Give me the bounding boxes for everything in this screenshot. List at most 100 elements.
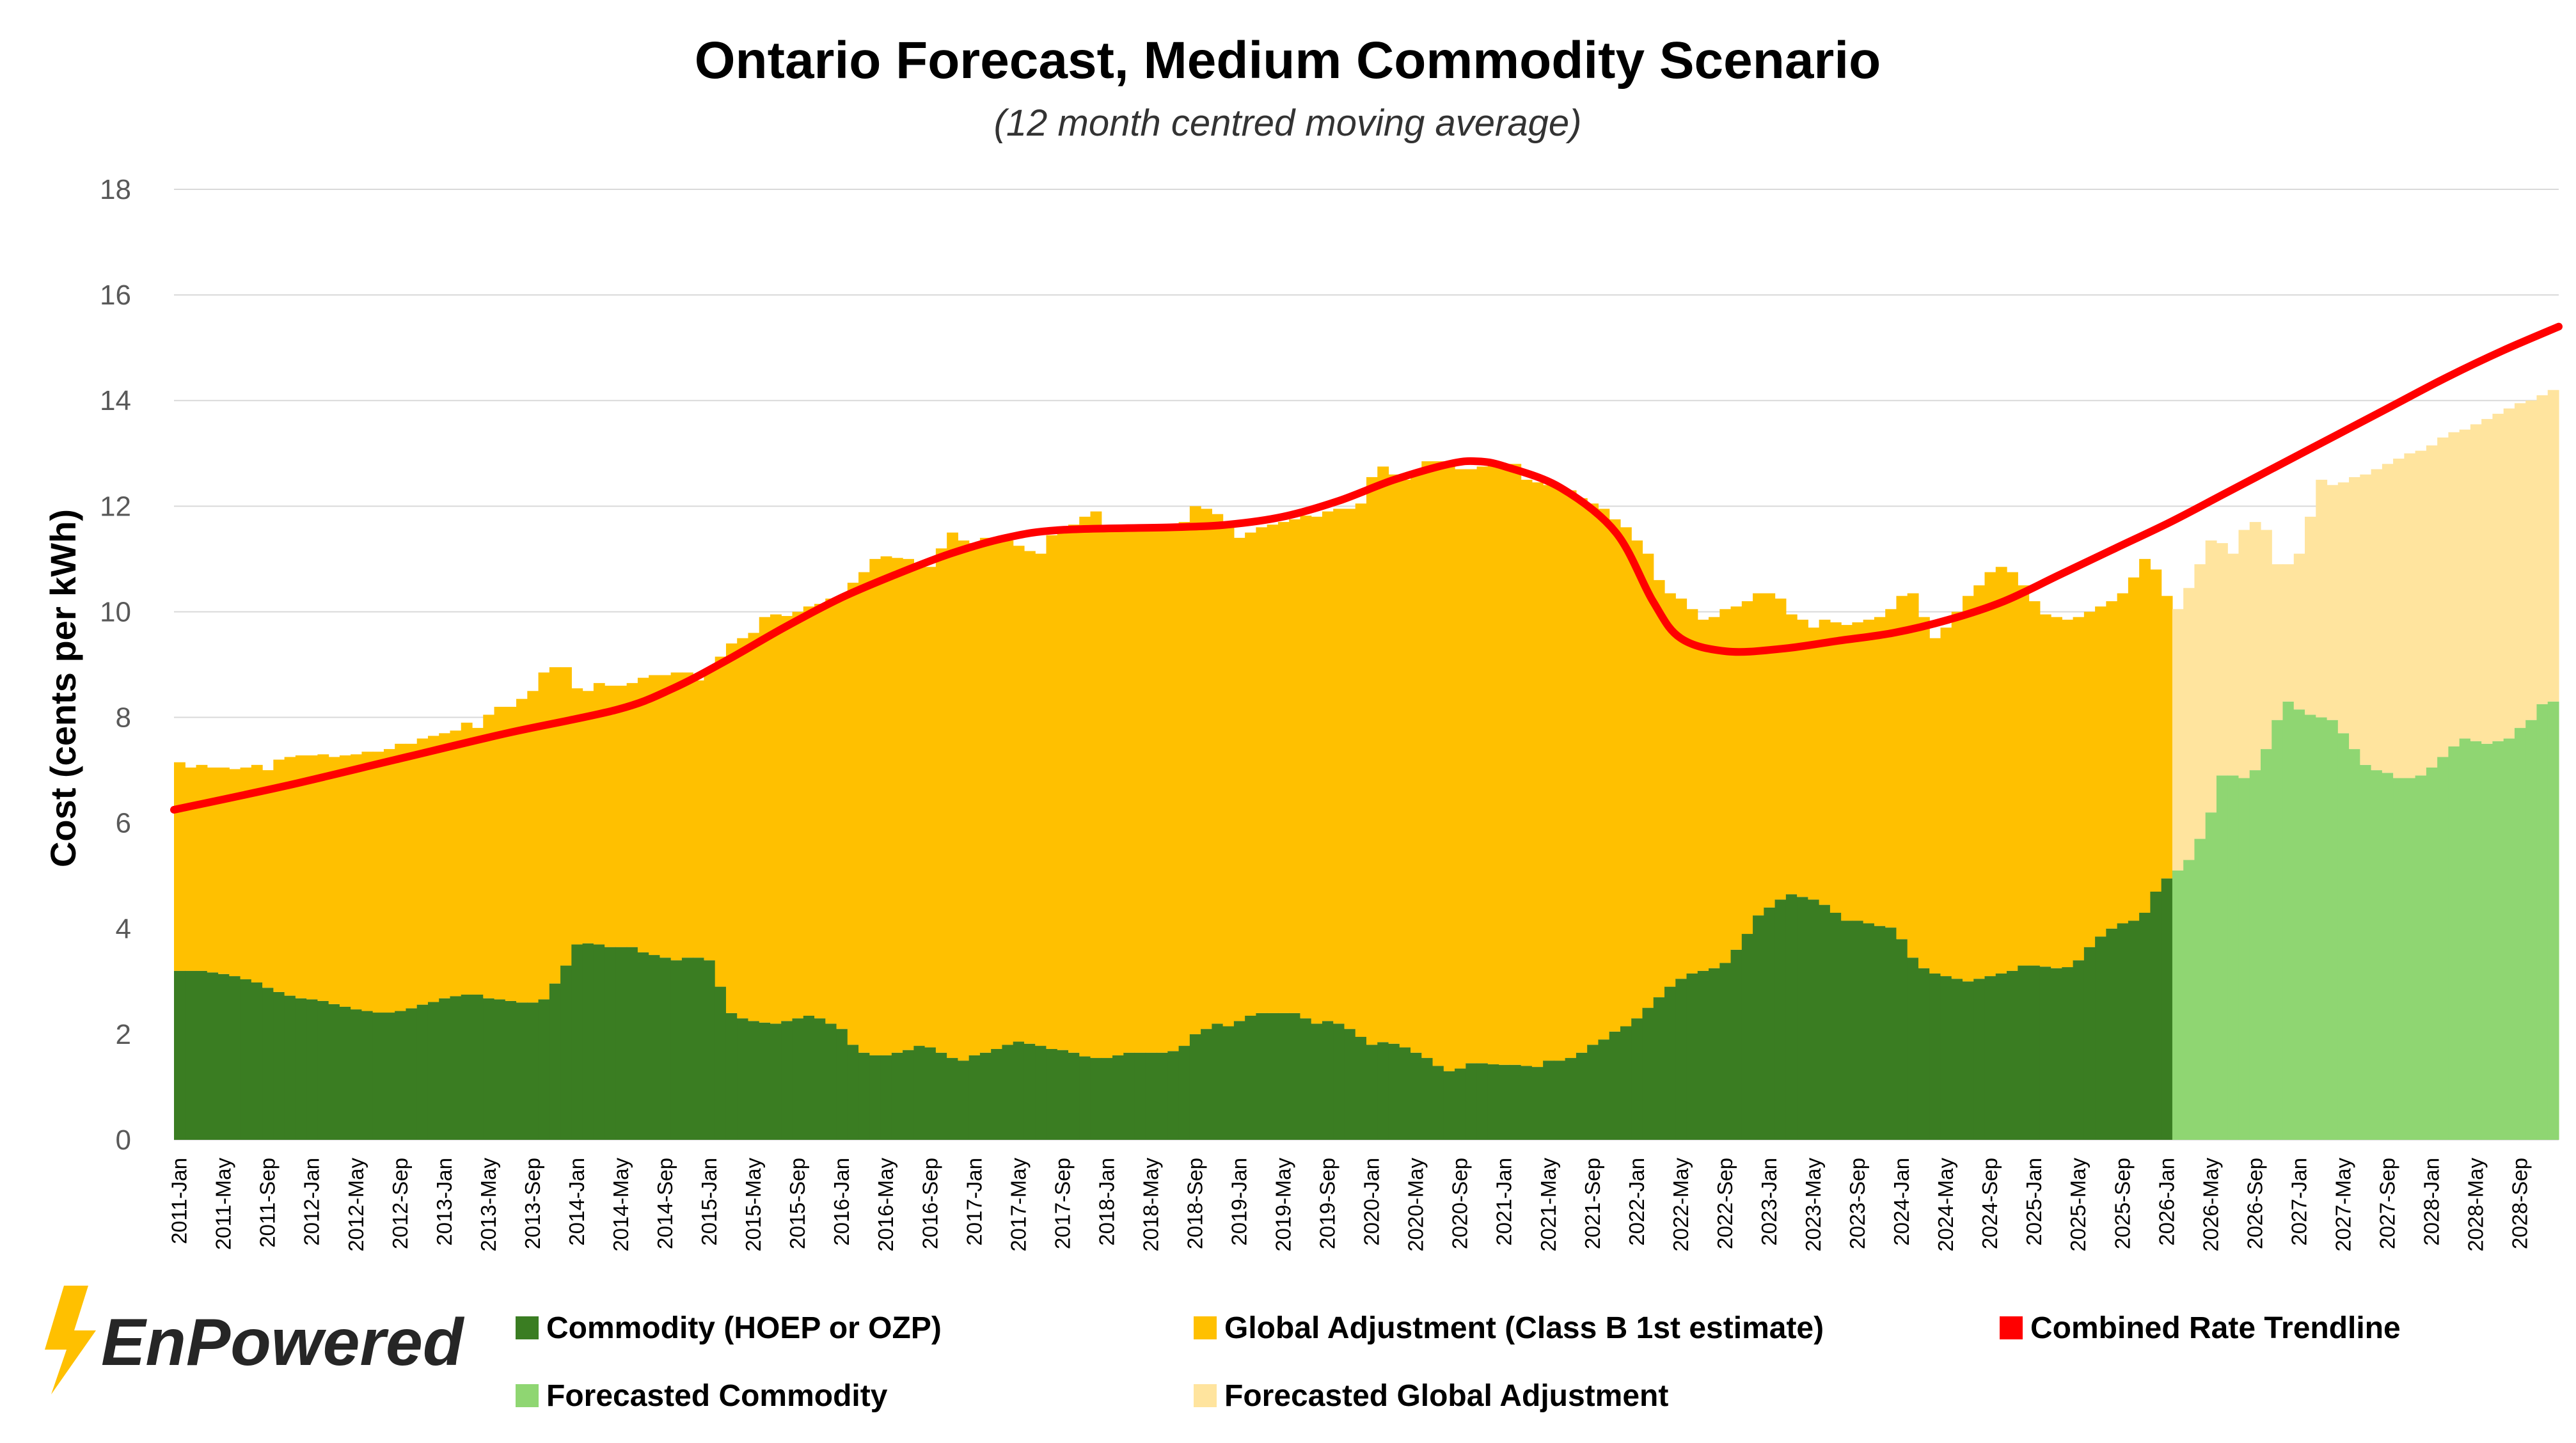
commodity-bar <box>858 1052 870 1140</box>
forecast-commodity-bar <box>2459 738 2471 1140</box>
forecast-global-adjustment-bar <box>2272 564 2284 720</box>
global-adjustment-bar <box>1785 614 1798 895</box>
global-adjustment-bar <box>1023 551 1036 1044</box>
commodity-bar <box>472 994 484 1140</box>
commodity-bar <box>317 1000 329 1140</box>
forecast-commodity-bar <box>2194 839 2206 1140</box>
chart-subtitle: (12 month centred moving average) <box>994 102 1582 144</box>
commodity-bar <box>2028 965 2041 1140</box>
commodity-bar <box>251 982 263 1140</box>
commodity-bar <box>1035 1046 1047 1140</box>
forecast-global-adjustment-bar <box>2249 522 2261 771</box>
x-tick-label: 2020-Sep <box>1448 1158 1472 1249</box>
global-adjustment-bar <box>1863 619 1875 924</box>
forecast-commodity-bar <box>2205 812 2217 1140</box>
commodity-bar <box>2018 965 2030 1140</box>
legend-label-global-adjustment: Global Adjustment (Class B 1st estimate) <box>1224 1311 1824 1345</box>
commodity-bar <box>1587 1045 1599 1140</box>
x-tick-label: 2016-Jan <box>830 1158 853 1246</box>
global-adjustment-bar <box>505 707 517 1001</box>
global-adjustment-bar <box>2095 606 2106 937</box>
global-adjustment-bar <box>306 755 318 1000</box>
forecast-global-adjustment-bar <box>2415 450 2427 776</box>
x-tick-label: 2020-Jan <box>1360 1158 1384 1246</box>
global-adjustment-bar <box>1510 464 1522 1065</box>
global-adjustment-bar <box>1145 530 1157 1053</box>
commodity-bar <box>1963 981 1974 1140</box>
global-adjustment-bar <box>1178 522 1190 1046</box>
x-tick-label: 2028-Sep <box>2508 1158 2532 1249</box>
global-adjustment-bar <box>1664 593 1676 987</box>
commodity-bar <box>1245 1015 1257 1140</box>
forecast-global-adjustment-bar <box>2536 395 2548 704</box>
x-tick-label: 2019-May <box>1272 1158 1295 1252</box>
commodity-bar <box>759 1022 771 1140</box>
global-adjustment-bar <box>1134 530 1146 1053</box>
x-tick-label: 2024-Sep <box>1978 1158 2002 1249</box>
commodity-bar <box>1322 1021 1334 1140</box>
commodity-bar <box>2007 970 2018 1140</box>
forecast-commodity-bar <box>2282 701 2295 1140</box>
commodity-bar <box>1013 1041 1025 1140</box>
commodity-bar <box>1918 968 1930 1140</box>
global-adjustment-bar <box>968 543 981 1055</box>
commodity-bar <box>1885 927 1897 1140</box>
forecast-commodity-bar <box>2514 728 2526 1140</box>
commodity-bar <box>1455 1068 1466 1140</box>
commodity-bar <box>2039 966 2051 1140</box>
forecast-global-adjustment-bar <box>2293 553 2305 710</box>
forecast-global-adjustment-bar <box>2503 408 2515 739</box>
global-adjustment-bar <box>935 548 947 1053</box>
commodity-bar <box>1499 1064 1510 1140</box>
commodity-bar <box>1487 1064 1499 1140</box>
global-adjustment-bar <box>284 757 296 996</box>
commodity-bar <box>1907 958 1919 1140</box>
combined-rate-trendline <box>170 322 2563 814</box>
y-tick-label: 2 <box>116 1019 131 1050</box>
global-adjustment-bar <box>2083 611 2096 947</box>
global-adjustment-bar <box>582 691 594 943</box>
x-tick-label: 2012-Jan <box>300 1158 324 1246</box>
commodity-bar <box>891 1052 903 1140</box>
global-adjustment-bar <box>372 752 384 1013</box>
global-adjustment-bar <box>1896 595 1908 940</box>
commodity-bar <box>1300 1018 1312 1140</box>
x-tick-label: 2023-Jan <box>1757 1158 1781 1246</box>
global-adjustment-bar <box>869 558 881 1055</box>
commodity-bar <box>450 996 462 1140</box>
commodity-bar <box>1631 1018 1643 1140</box>
global-adjustment-bar <box>2028 601 2041 966</box>
legend-swatch-forecast-global-adjustment <box>1194 1384 1217 1407</box>
global-adjustment-bar <box>2062 619 2074 968</box>
forecast-global-adjustment-bar <box>2371 469 2383 771</box>
global-adjustment-bar <box>1112 530 1124 1055</box>
legend-label-trendline: Combined Rate Trendline <box>2030 1311 2401 1345</box>
forecast-global-adjustment-bar <box>2216 543 2228 776</box>
global-adjustment-bar <box>670 672 683 961</box>
global-adjustment-bar <box>2161 595 2173 879</box>
global-adjustment-bar <box>1421 461 1434 1059</box>
commodity-bar <box>1344 1029 1356 1140</box>
commodity-bar <box>2139 913 2151 1140</box>
global-adjustment-bar <box>2073 617 2085 961</box>
global-adjustment-bar <box>704 670 716 961</box>
trendline-layer <box>170 322 2563 814</box>
forecast-commodity-bar <box>2525 720 2538 1140</box>
global-adjustment-bar <box>1885 609 1897 928</box>
global-adjustment-bar <box>571 688 583 945</box>
x-tick-label: 2012-Sep <box>388 1158 412 1249</box>
x-tick-label: 2011-May <box>212 1158 235 1250</box>
commodity-bar <box>958 1061 970 1140</box>
commodity-bar <box>1101 1058 1113 1140</box>
global-adjustment-bar <box>1719 609 1732 963</box>
commodity-bar <box>416 1004 429 1140</box>
commodity-bar <box>1057 1050 1069 1140</box>
x-tick-label: 2018-May <box>1139 1158 1162 1252</box>
global-adjustment-bar <box>516 698 528 1003</box>
global-adjustment-bar <box>913 567 926 1046</box>
global-adjustment-bar <box>1973 585 1986 979</box>
legend-swatch-trendline <box>2000 1316 2023 1339</box>
global-adjustment-bar <box>858 572 870 1053</box>
global-adjustment-bar <box>218 767 230 974</box>
global-adjustment-bar <box>1256 527 1268 1013</box>
